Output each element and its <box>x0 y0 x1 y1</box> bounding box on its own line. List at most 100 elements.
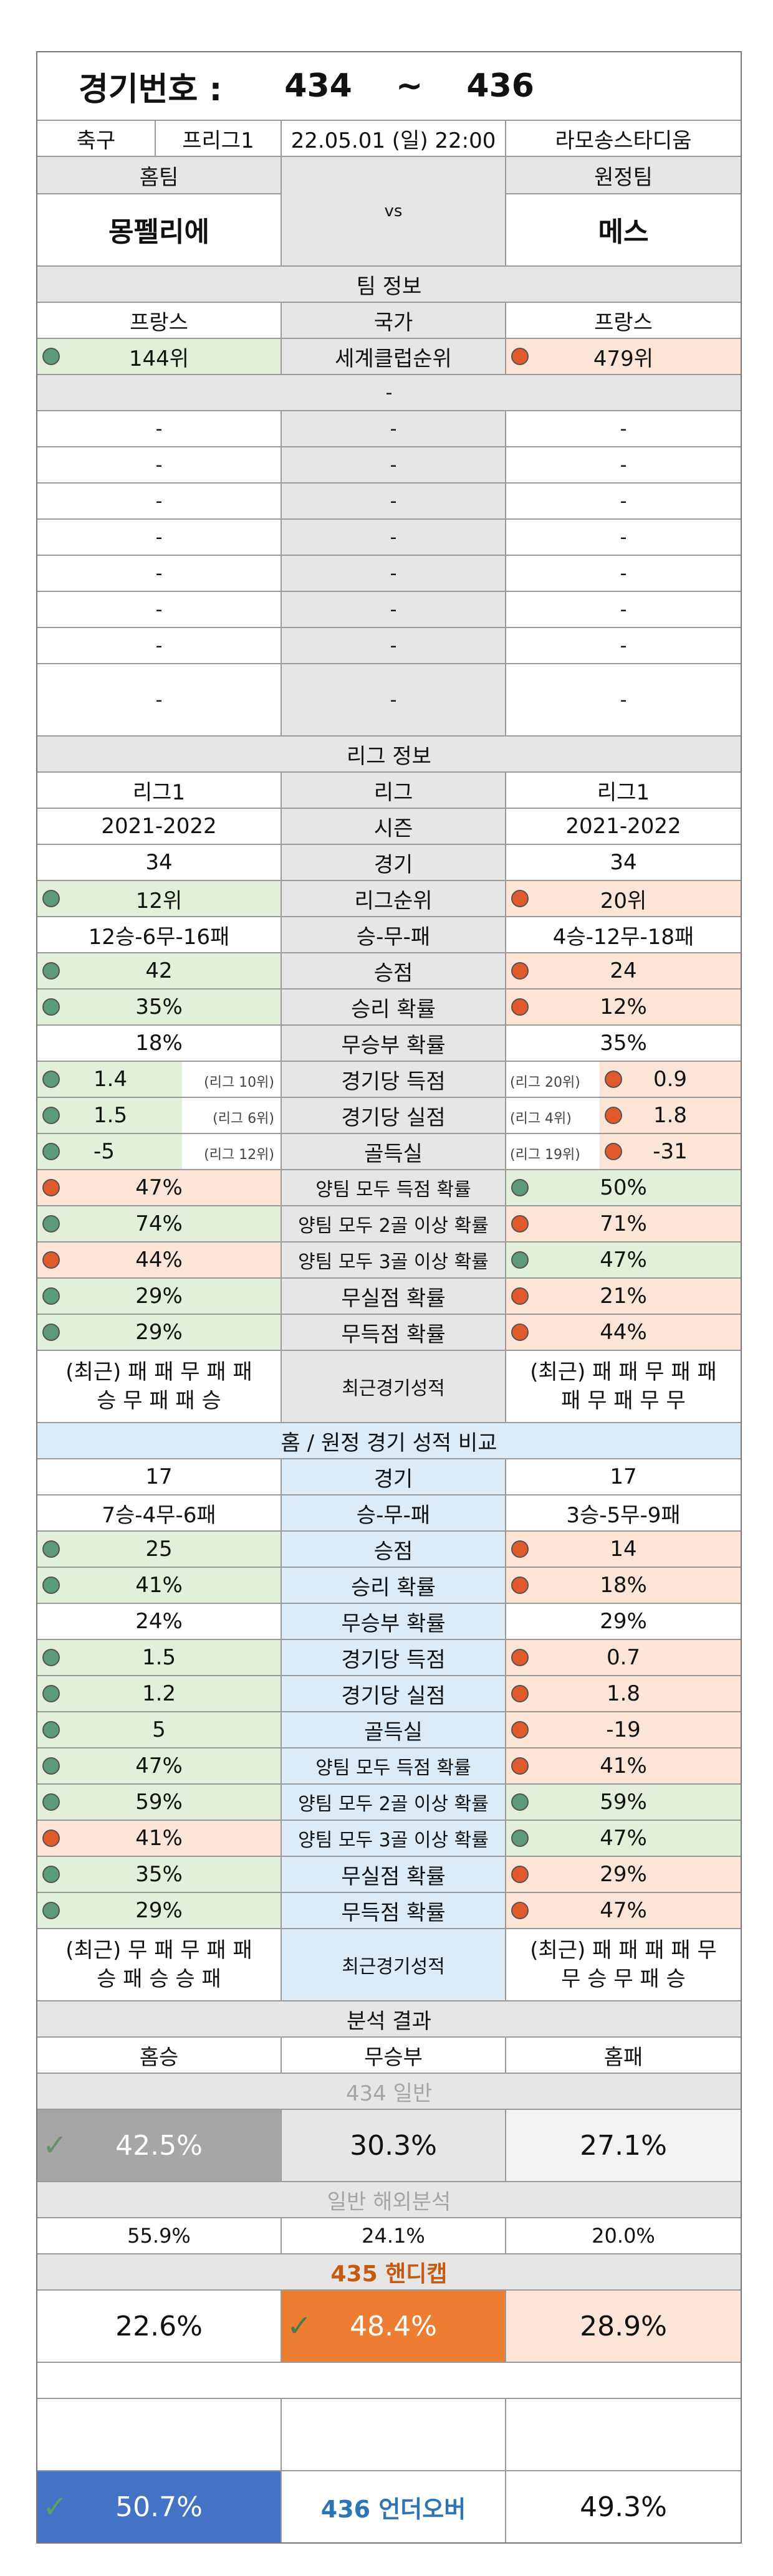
away-team-column: 원정팀 메스 <box>506 157 741 265</box>
blank-cell <box>506 2399 741 2470</box>
advantage-dot-icon <box>42 348 60 365</box>
title-row: 경기번호 : 434 ~ 436 <box>37 52 741 121</box>
away-ga-cell: (리그 4위) 1.8 <box>506 1098 741 1133</box>
dash-cell: - <box>620 634 627 657</box>
match-meta-row: 축구 프리그1 22.05.01 (일) 22:00 라모송스타디움 <box>37 121 741 157</box>
away-cs-value: 21% <box>600 1284 647 1309</box>
home-btts-value: 47% <box>135 1175 183 1200</box>
drawp-label: 무승부 확률 <box>282 1026 506 1061</box>
winp-label: 승리 확률 <box>282 990 506 1024</box>
home-cs-value: 29% <box>135 1284 183 1309</box>
home-btts2-cell: 59% <box>37 1785 282 1820</box>
winp-label: 승리 확률 <box>282 1568 506 1603</box>
home-pos-cell: 12위 <box>37 881 282 916</box>
home-points-cell: 42 <box>37 953 282 988</box>
disadvantage-dot-icon <box>511 1540 529 1558</box>
general-analysis-row: ✓ 42.5% 30.3% 27.1% <box>37 2110 741 2182</box>
home-btts-value: 47% <box>135 1753 183 1778</box>
home-team-column: 홈팀 몽펠리에 <box>37 157 282 265</box>
away-wdl-value: 4승-12무-18패 <box>552 924 694 950</box>
analysis-columns: 홈승 무승부 홈패 <box>37 2038 741 2074</box>
disadvantage-dot-icon <box>605 1107 622 1124</box>
dash-cell: - <box>620 598 627 621</box>
away-winp-cell: 18% <box>506 1568 741 1603</box>
home-drawp-value: 24% <box>135 1609 183 1634</box>
gf-row: 1.5 경기당 득점 0.7 <box>37 1640 741 1676</box>
check-icon: ✓ <box>42 2489 68 2524</box>
away-btts2-value: 71% <box>600 1211 647 1236</box>
away-drawp-value: 35% <box>600 1031 647 1056</box>
away-cs-value: 29% <box>600 1862 647 1887</box>
empty-info-row: --- <box>37 556 741 592</box>
fts-row: 29% 무득점 확률 44% <box>37 1315 741 1351</box>
stadium-cell: 라모송스타디움 <box>555 128 692 153</box>
advantage-dot-icon <box>42 1649 60 1666</box>
dash-cell: - <box>620 689 627 711</box>
dash-cell: - <box>620 454 627 476</box>
away-gf-value: 0.7 <box>606 1645 641 1670</box>
home-away-title: 홈 / 원정 경기 성적 비교 <box>281 1430 497 1456</box>
empty-info-row: --- <box>37 484 741 520</box>
advantage-dot-icon <box>42 1540 60 1558</box>
disadvantage-dot-icon <box>605 1143 622 1160</box>
away-btts-value: 41% <box>600 1753 647 1778</box>
away-season-cell: 2021-2022 <box>506 809 741 844</box>
sport-cell: 축구 <box>37 121 156 156</box>
btts2-row: 59% 양팀 모두 2골 이상 확률 59% <box>37 1785 741 1821</box>
fts-label: 무득점 확률 <box>282 1893 506 1928</box>
winp-row: 35% 승리 확률 12% <box>37 990 741 1026</box>
home-winp-value: 35% <box>135 995 183 1019</box>
disadvantage-dot-icon <box>511 1577 529 1594</box>
overseas-draw-value: 24.1% <box>282 2218 506 2253</box>
games-label: 경기 <box>282 1459 506 1494</box>
away-points-cell: 24 <box>506 953 741 988</box>
advantage-dot-icon <box>511 1829 529 1847</box>
points-label: 승점 <box>282 1532 506 1567</box>
btts3-label: 양팀 모두 3골 이상 확률 <box>282 1821 506 1856</box>
dash-cell: - <box>37 520 282 555</box>
away-ga-value: 1.8 <box>606 1681 641 1706</box>
away-drawp-cell: 35% <box>506 1026 741 1061</box>
away-recent-line1: (최근) 패 패 패 패 무 <box>530 1938 717 1963</box>
disadvantage-dot-icon <box>511 1685 529 1702</box>
gd-label: 골득실 <box>282 1134 506 1169</box>
country-row: 프랑스 국가 프랑스 <box>37 303 741 339</box>
fts-label: 무득점 확률 <box>282 1315 506 1350</box>
btts2-label: 양팀 모두 2골 이상 확률 <box>282 1785 506 1820</box>
home-team-name: 몽펠리에 <box>108 216 209 248</box>
advantage-dot-icon <box>42 1143 60 1160</box>
advantage-dot-icon <box>42 1107 60 1124</box>
away-btts-cell: 41% <box>506 1748 741 1783</box>
dash-cell: - <box>282 556 506 591</box>
overseas-analysis-header: 일반 해외분석 <box>37 2182 741 2218</box>
away-ga-value: 1.8 <box>653 1103 688 1128</box>
disadvantage-dot-icon <box>511 962 529 980</box>
blank-row <box>37 2399 741 2471</box>
btts3-row: 44% 양팀 모두 3골 이상 확률 47% <box>37 1243 741 1279</box>
handicap-draw-cell: ✓ 48.4% <box>282 2291 506 2362</box>
empty-info-row: --- <box>37 520 741 556</box>
away-recent-line2: 무 승 무 패 승 <box>561 1967 686 1992</box>
ga-label: 경기당 실점 <box>282 1098 506 1133</box>
btts-row: 47% 양팀 모두 득점 확률 50% <box>37 1170 741 1206</box>
handicap-header: 435 핸디캡 <box>37 2254 741 2291</box>
home-fts-value: 29% <box>135 1320 183 1345</box>
away-btts3-cell: 47% <box>506 1821 741 1856</box>
league-info-title: 리그 정보 <box>347 743 431 769</box>
home-games-value: 34 <box>145 850 173 875</box>
away-winp-cell: 12% <box>506 990 741 1024</box>
home-fts-cell: 29% <box>37 1893 282 1928</box>
general-analysis-header: 434 일반 <box>37 2074 741 2110</box>
dash-cell: - <box>282 411 506 446</box>
advantage-dot-icon <box>42 1324 60 1341</box>
home-winp-cell: 35% <box>37 990 282 1024</box>
dash-cell: - <box>282 520 506 555</box>
winp-row: 41% 승리 확률 18% <box>37 1568 741 1604</box>
advantage-dot-icon <box>42 1793 60 1811</box>
away-games-cell: 17 <box>506 1459 741 1494</box>
away-club-rank-cell: 479위 <box>506 339 741 374</box>
dash-cell: - <box>282 628 506 663</box>
handicap-home-value: 22.6% <box>37 2291 282 2362</box>
general-home-cell: ✓ 42.5% <box>37 2110 282 2181</box>
dash-cell: - <box>282 592 506 627</box>
